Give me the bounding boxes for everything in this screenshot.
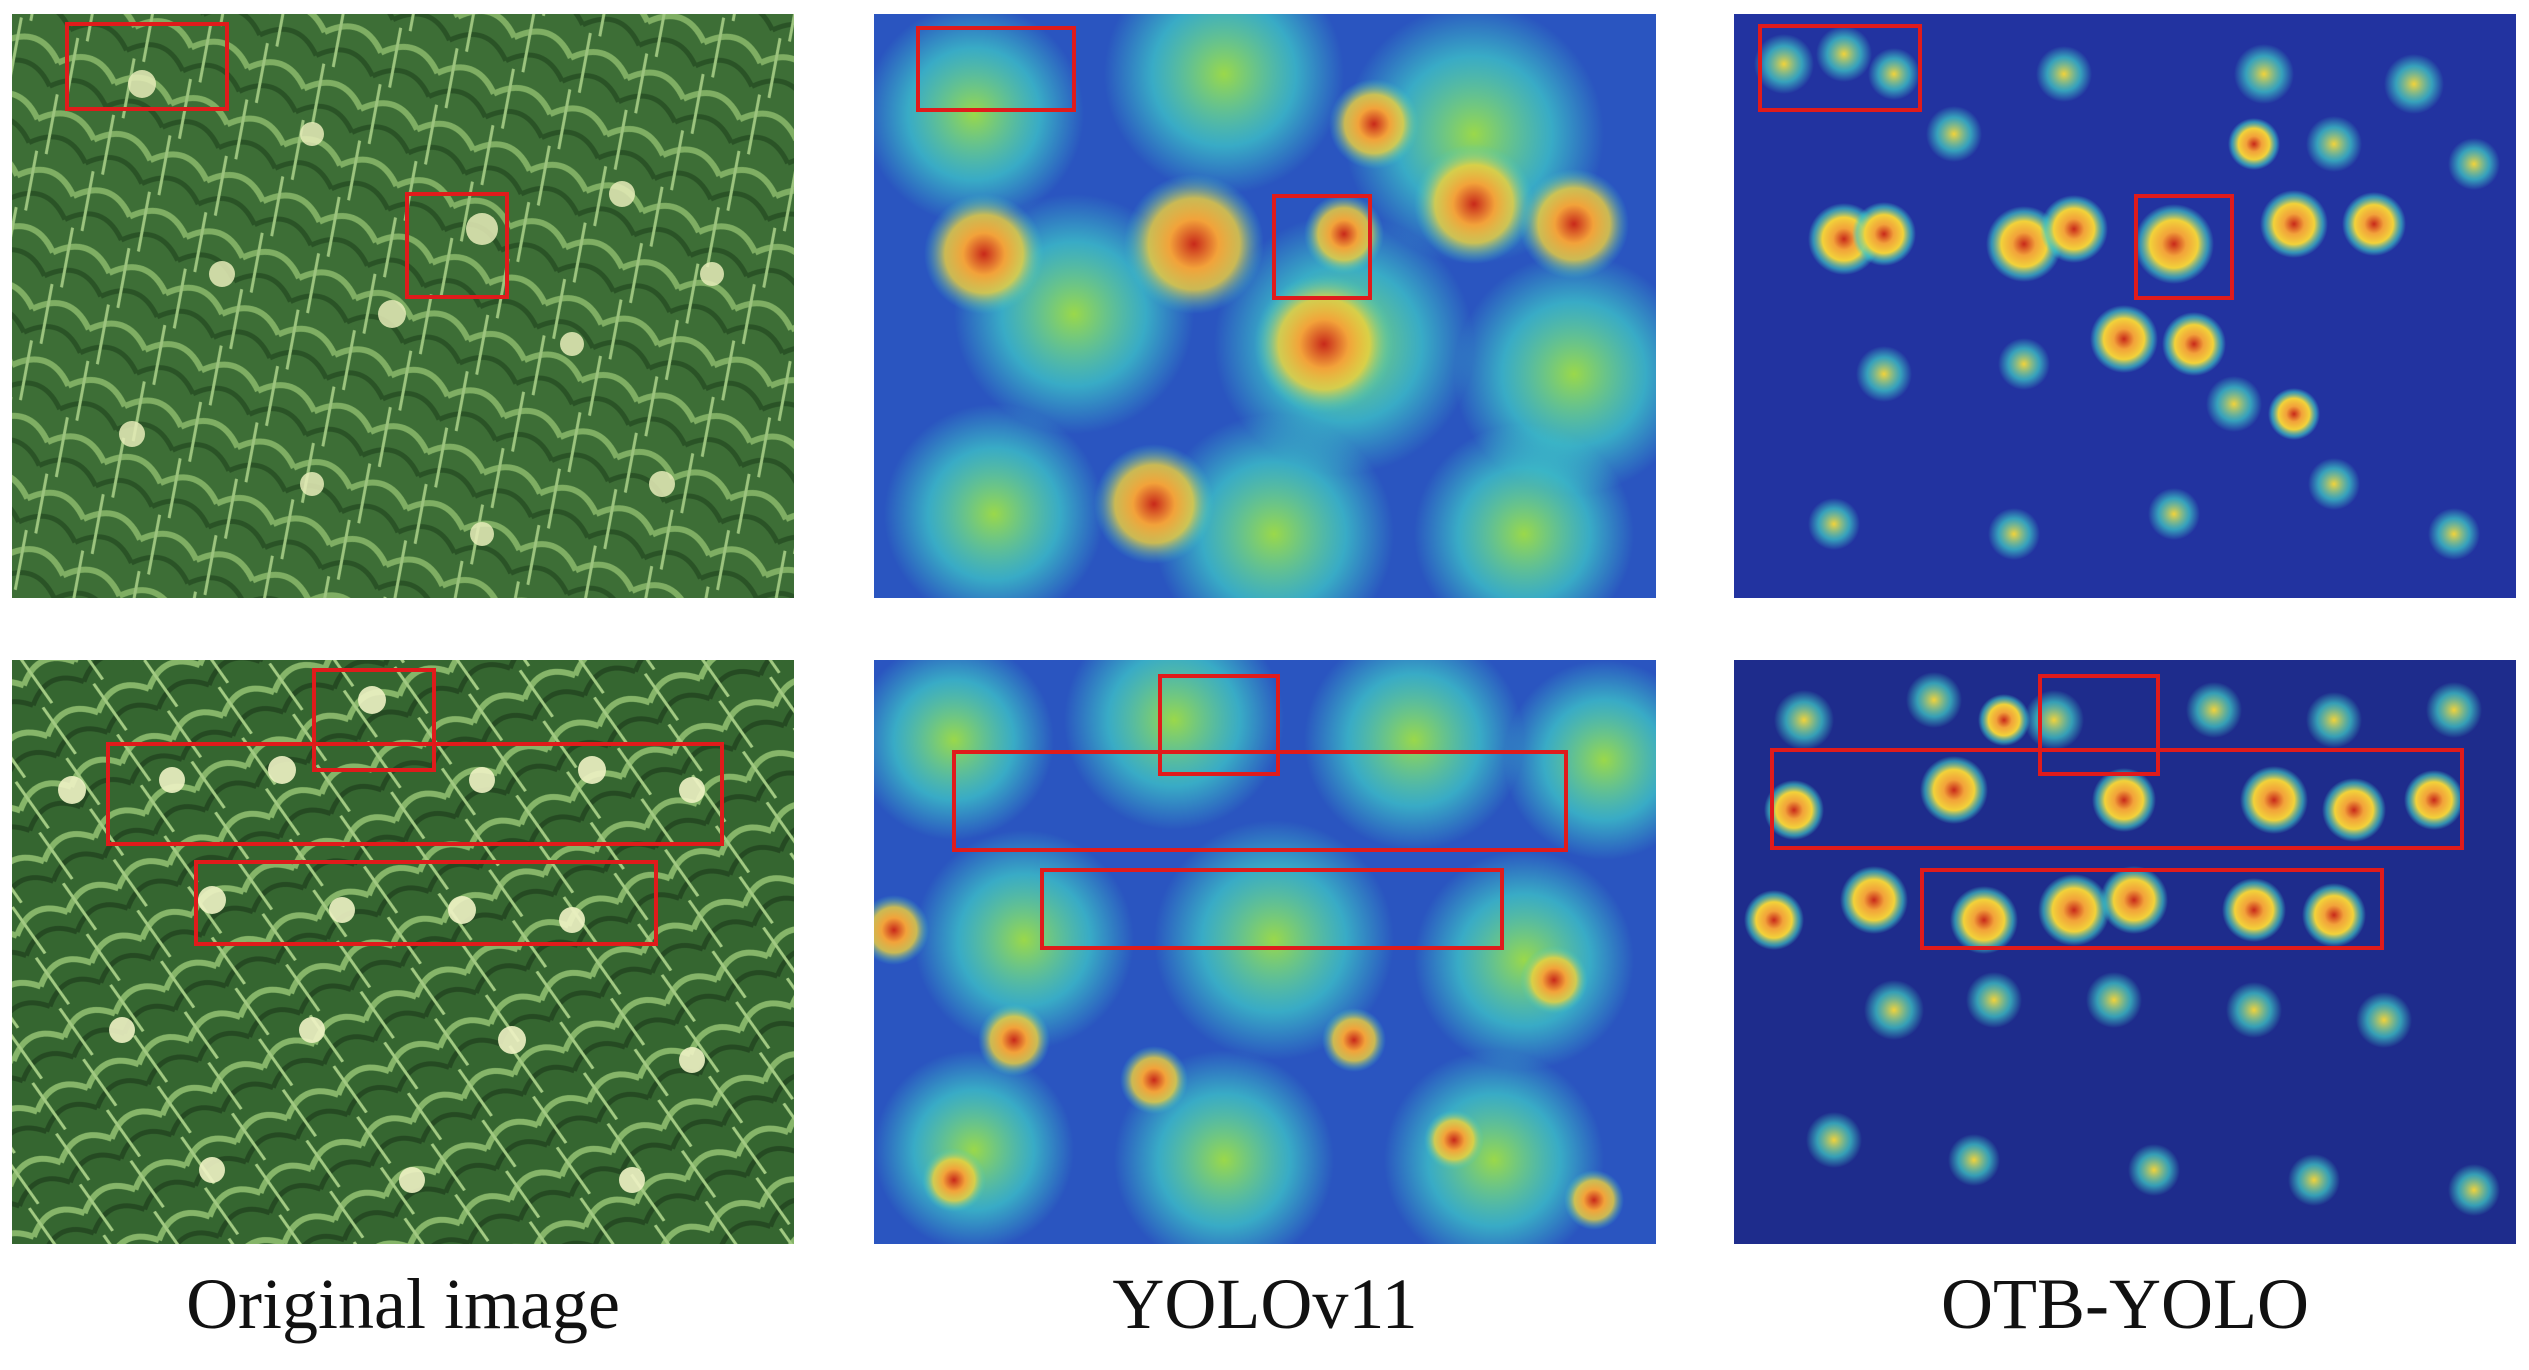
highlight-box (1272, 194, 1372, 300)
highlight-box (405, 192, 509, 299)
highlight-box (952, 750, 1568, 852)
yolov11-heatmap-row1 (874, 14, 1656, 598)
highlight-box (106, 742, 724, 846)
highlight-box (1770, 748, 2464, 850)
heatmap-otb-yolo-1 (1734, 14, 2516, 598)
caption-original-image: Original image (186, 1264, 620, 1344)
photo-maize-field-2 (12, 660, 794, 1244)
highlight-box (2134, 194, 2234, 300)
photo-maize-field-1 (12, 14, 794, 598)
highlight-box (2038, 674, 2160, 776)
otb-yolo-heatmap-row1 (1734, 14, 2516, 598)
highlight-box (194, 860, 658, 946)
highlight-box (65, 22, 229, 111)
otb-yolo-heatmap-row2 (1734, 660, 2516, 1244)
highlight-box (1758, 24, 1922, 112)
caption-otb-yolo: OTB-YOLO (1941, 1264, 2309, 1344)
heatmap-otb-yolo-2 (1734, 660, 2516, 1244)
highlight-box (916, 26, 1076, 112)
heatmap-yolov11-2 (874, 660, 1656, 1244)
yolov11-heatmap-row2 (874, 660, 1656, 1244)
highlight-box (1040, 868, 1504, 950)
highlight-box (1158, 674, 1280, 776)
caption-yolov11: YOLOv11 (1112, 1264, 1418, 1344)
heatmap-yolov11-1 (874, 14, 1656, 598)
original-image-row2 (12, 660, 794, 1244)
highlight-box (1920, 868, 2384, 950)
original-image-row1 (12, 14, 794, 598)
highlight-box (312, 668, 436, 772)
